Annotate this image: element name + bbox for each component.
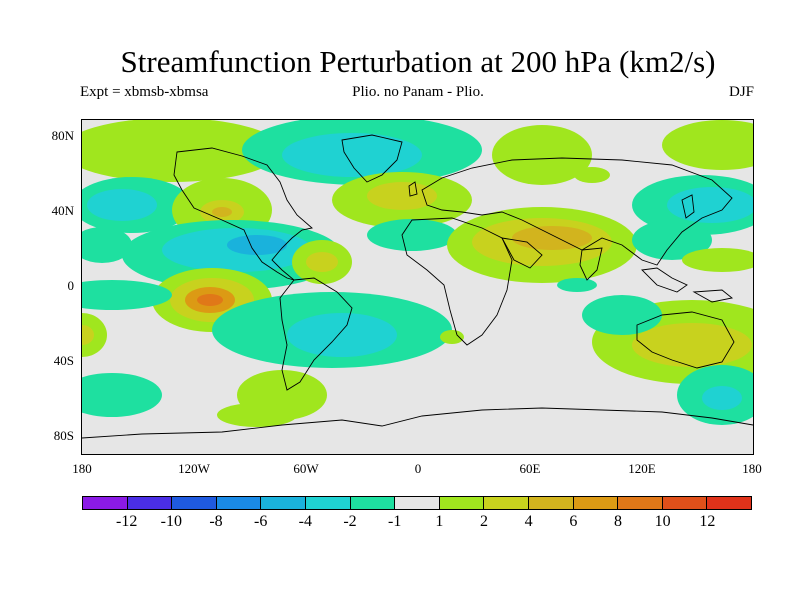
lon-tick-label: 120E	[628, 461, 656, 476]
map-plot-area	[81, 119, 754, 455]
lat-tick-label: 40N	[51, 203, 74, 218]
comparison-label: Plio. no Panam - Plio.	[352, 84, 484, 100]
lon-tick-label: 120W	[178, 461, 210, 476]
lat-tick-label: 40S	[53, 353, 74, 368]
lat-tick-label: 80N	[51, 128, 74, 143]
colorbar-swatch	[395, 497, 440, 509]
lon-tick-label: 180	[742, 461, 762, 476]
colorbar-swatch	[172, 497, 217, 509]
colorbar-swatch	[439, 497, 485, 509]
lon-tick-label: 60W	[293, 461, 319, 476]
colorbar-swatch	[350, 497, 396, 509]
colorbar-swatch	[484, 497, 529, 509]
colorbar-label: -4	[298, 513, 312, 530]
colorbar-swatch	[618, 497, 663, 509]
colorbar-swatch	[83, 497, 128, 509]
colorbar-swatch	[662, 497, 708, 509]
colorbar-label: -10	[160, 513, 182, 530]
colorbar-label: -12	[115, 513, 138, 530]
colorbar-label: 6	[569, 513, 578, 530]
colorbar-swatch	[216, 497, 262, 509]
colorbar	[82, 496, 752, 510]
colorbar-swatch	[261, 497, 306, 509]
lon-tick-label: 60E	[519, 461, 541, 476]
colorbar-label: -6	[253, 513, 268, 530]
colorbar-label: -2	[343, 513, 357, 530]
map-title: Streamfunction Perturbation at 200 hPa (…	[120, 44, 716, 79]
coastline-layer	[82, 134, 753, 439]
season-label: DJF	[728, 84, 754, 100]
lon-tick-label: 0	[414, 461, 422, 476]
colorbar-swatch	[573, 497, 619, 509]
colorbar-label: 4	[524, 513, 533, 530]
colorbar-label: 1	[435, 513, 444, 530]
colorbar-label: -1	[387, 513, 402, 530]
colorbar-label: 10	[654, 513, 671, 530]
colorbar-label: 2	[480, 513, 488, 530]
colorbar-swatch	[528, 497, 574, 509]
colorbar-label: 12	[699, 513, 716, 530]
experiment-label: Expt = xbmsb-xbmsa	[80, 84, 209, 100]
contour-fill-layer	[82, 120, 753, 427]
colorbar-swatch	[127, 497, 173, 509]
colorbar-label: -8	[209, 513, 223, 530]
lat-tick-label: 80S	[53, 428, 74, 443]
colorbar-swatch	[305, 497, 351, 509]
colorbar-label: 8	[614, 513, 622, 530]
lon-tick-label: 180	[72, 461, 92, 476]
lat-tick-label: 0	[67, 278, 75, 293]
contour-map	[82, 120, 753, 439]
colorbar-swatch	[707, 497, 751, 509]
